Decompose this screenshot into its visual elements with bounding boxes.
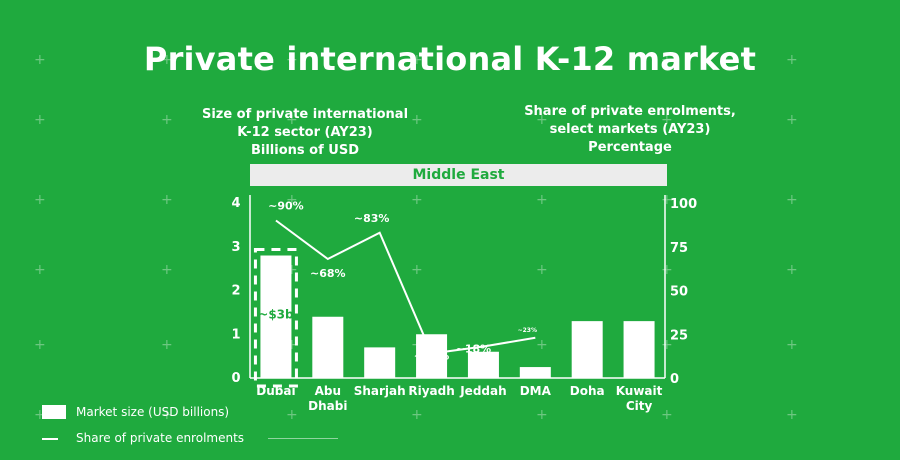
enrolment-share-label: ~18%	[456, 343, 492, 356]
category-label: Dhabi	[308, 399, 347, 413]
grid-plus-mark: +	[536, 262, 548, 278]
bar-doha	[571, 321, 603, 378]
left-axis-tick-label: 1	[231, 327, 240, 342]
region-band: Middle East	[250, 164, 667, 186]
grid-plus-mark: +	[536, 337, 548, 353]
grid-plus-mark: +	[536, 52, 548, 68]
bar-abu-dhabi	[312, 316, 344, 378]
category-label: Riyadh	[408, 384, 454, 398]
grid-plus-mark: +	[286, 407, 298, 423]
left-axis-tick-label: 3	[231, 240, 240, 255]
grid-plus-mark: +	[661, 262, 673, 278]
right-axis-subtitle: Share of private enrolments, select mark…	[515, 103, 745, 157]
legend-line-swatch	[42, 438, 58, 440]
right-subtitle-line: Share of private enrolments,	[524, 104, 736, 119]
grid-plus-mark: +	[286, 112, 298, 128]
grid-plus-mark: +	[161, 407, 173, 423]
left-axis-subtitle: Size of private international K-12 secto…	[190, 106, 420, 160]
bar-jeddah	[467, 351, 499, 378]
grid-plus-mark: +	[161, 52, 173, 68]
grid-plus-mark: +	[34, 337, 46, 353]
enrolment-share-label: ~90%	[268, 200, 304, 213]
grid-plus-mark: +	[161, 337, 173, 353]
grid-plus-mark: +	[34, 192, 46, 208]
grid-plus-mark: +	[411, 52, 423, 68]
right-axis-tick-label: 0	[670, 372, 679, 387]
legend-bar-label: Market size (USD billions)	[76, 405, 230, 419]
left-subtitle-line: K-12 sector (AY23)	[237, 125, 373, 140]
grid-plus-mark: +	[786, 192, 798, 208]
category-label: City	[626, 399, 653, 413]
enrolment-share-line	[275, 219, 536, 355]
highlight-dashed-box	[253, 248, 298, 388]
grid-plus-mark: +	[161, 192, 173, 208]
grid-plus-mark: +	[286, 52, 298, 68]
category-label: Dubai	[256, 384, 295, 398]
left-subtitle-line: Billions of USD	[250, 143, 359, 158]
grid-plus-mark: +	[34, 112, 46, 128]
enrolment-share-label: ~83%	[354, 212, 390, 225]
chart-title: Private international K-12 market	[143, 40, 757, 78]
grid-plus-mark: +	[34, 407, 46, 423]
left-subtitle-line: Size of private international	[201, 107, 409, 122]
grid-plus-mark: +	[786, 337, 798, 353]
category-label: Kuwait	[616, 384, 663, 398]
grid-plus-mark: +	[786, 112, 798, 128]
category-label: Sharjah	[354, 384, 406, 398]
bar-dma	[519, 367, 551, 378]
grid-plus-mark: +	[286, 262, 298, 278]
grid-plus-mark: +	[661, 112, 673, 128]
bar-dubai	[260, 255, 292, 378]
grid-plus-mark: +	[411, 262, 423, 278]
grid-plus-mark: +	[661, 192, 673, 208]
grid-plus-mark: +	[536, 192, 548, 208]
grid-plus-mark: +	[34, 262, 46, 278]
grid-plus-mark: +	[786, 407, 798, 423]
left-axis-tick-label: 4	[231, 196, 240, 211]
grid-plus-mark: +	[161, 262, 173, 278]
grid-plus-mark: +	[161, 112, 173, 128]
category-label: DMA	[520, 384, 552, 398]
grid-plus-mark: +	[286, 192, 298, 208]
enrolment-share-label: ~14%	[414, 350, 450, 363]
right-axis-tick-label: 100	[670, 197, 697, 212]
grid-plus-mark: +	[536, 407, 548, 423]
bar-sharjah	[364, 347, 396, 378]
grid-plus-mark: +	[536, 112, 548, 128]
category-label: Doha	[570, 384, 605, 398]
left-axis-tick-label: 2	[231, 284, 240, 299]
grid-plus-mark: +	[286, 337, 298, 353]
grid-plus-mark: +	[34, 52, 46, 68]
grid-plus-mark: +	[661, 337, 673, 353]
left-axis-tick-label: 0	[231, 371, 240, 386]
highlight-value-label: ~$3b	[258, 308, 294, 322]
legend-line-label: Share of private enrolments	[76, 431, 245, 445]
right-axis-tick-label: 75	[670, 241, 688, 256]
grid-plus-mark: +	[411, 407, 423, 423]
category-label: Jeddah	[459, 384, 506, 398]
grid-plus-mark: +	[661, 52, 673, 68]
right-axis-tick-label: 50	[670, 285, 688, 300]
enrolment-share-label: ~23%	[518, 327, 537, 334]
category-label: Abu	[315, 384, 341, 398]
legend-divider	[268, 438, 338, 439]
grid-plus-mark: +	[411, 112, 423, 128]
right-axis-tick-label: 25	[670, 328, 688, 343]
enrolment-share-label: ~68%	[310, 267, 346, 280]
grid-plus-mark: +	[411, 192, 423, 208]
right-subtitle-line: select markets (AY23)	[549, 122, 711, 137]
grid-plus-mark: +	[786, 262, 798, 278]
bar-riyadh	[416, 334, 448, 378]
bar-kuwait-city	[623, 321, 655, 378]
grid-plus-mark: +	[786, 52, 798, 68]
legend-bar-swatch	[42, 405, 66, 419]
right-subtitle-line: Percentage	[588, 140, 672, 155]
grid-plus-mark: +	[661, 407, 673, 423]
